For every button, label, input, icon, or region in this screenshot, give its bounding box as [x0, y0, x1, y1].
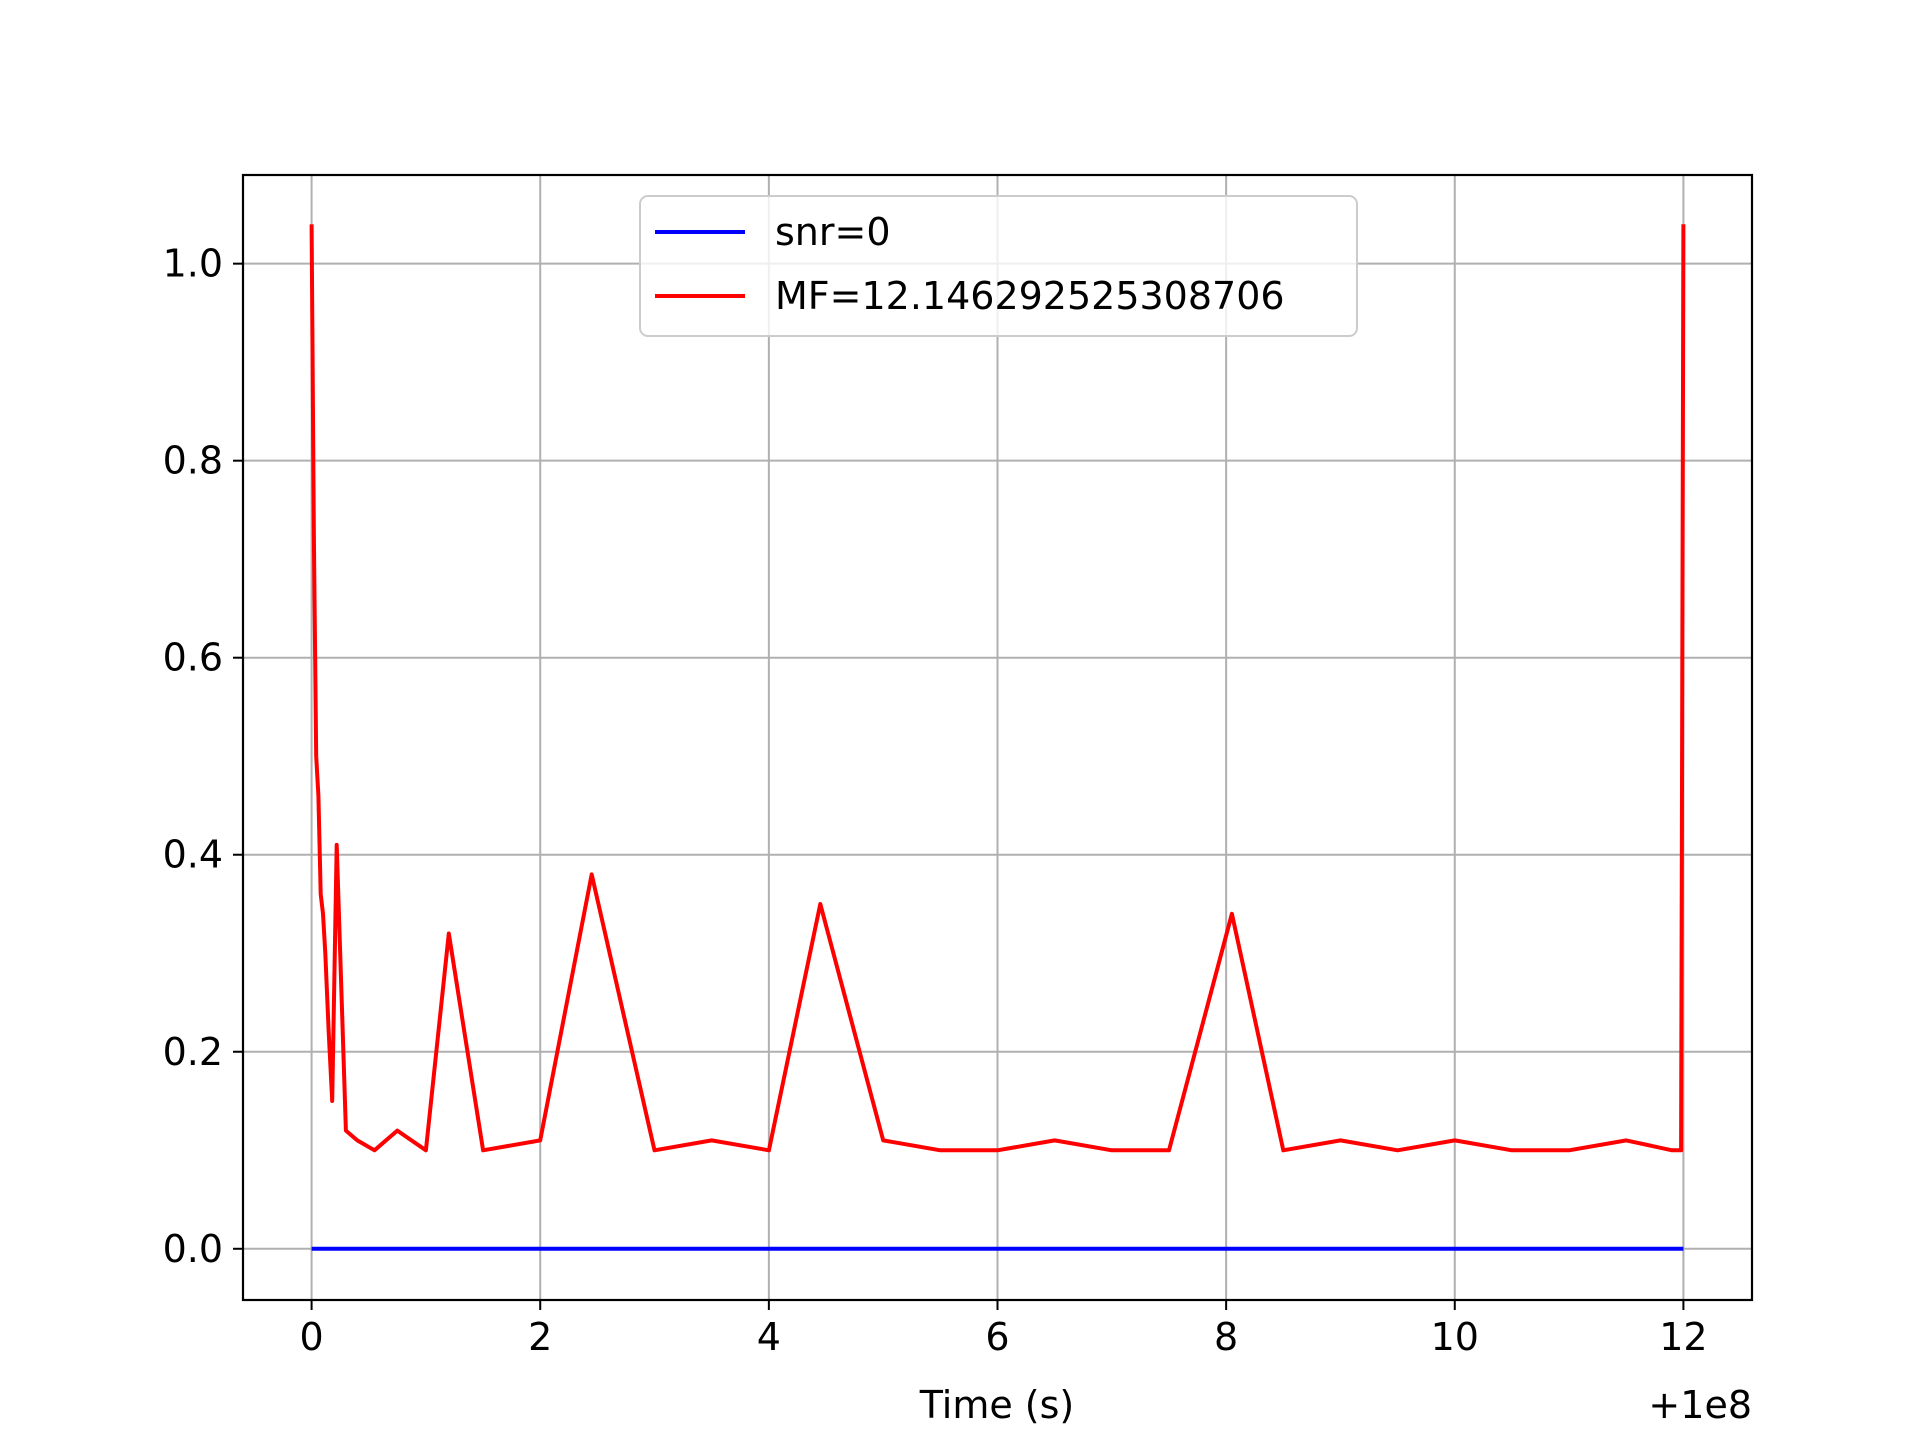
- x-tick-label: 10: [1431, 1315, 1479, 1359]
- y-tick-label: 0.4: [163, 833, 223, 877]
- x-tick-label: 2: [528, 1315, 552, 1359]
- legend-box: [639, 195, 1358, 337]
- y-tick-label: 0.2: [163, 1030, 223, 1074]
- legend: snr=0 MF=12.146292525308706: [639, 195, 1358, 337]
- y-tick-label: 0.6: [163, 636, 223, 680]
- y-tick-label: 1.0: [163, 242, 223, 286]
- x-tick-label: 12: [1659, 1315, 1707, 1359]
- legend-label-snr: snr=0: [775, 210, 891, 254]
- x-tick-label: 0: [299, 1315, 323, 1359]
- x-tick-label: 6: [985, 1315, 1009, 1359]
- series-layer: [309, 224, 1686, 1251]
- y-tick-label: 0.8: [163, 439, 223, 483]
- x-axis-label: Time (s): [919, 1383, 1075, 1427]
- x-tick-label: 4: [757, 1315, 781, 1359]
- axis-ticks: 0 2 4 6 8 10 12 0.0 0.2 0.4 0.6 0.8 1.0: [163, 242, 1708, 1359]
- x-axis-offset-label: +1e8: [1648, 1383, 1752, 1427]
- y-tick-label: 0.0: [163, 1227, 223, 1271]
- legend-label-mf: MF=12.146292525308706: [775, 274, 1285, 318]
- series-line-mf: [309, 224, 1686, 1153]
- x-tick-label: 8: [1214, 1315, 1238, 1359]
